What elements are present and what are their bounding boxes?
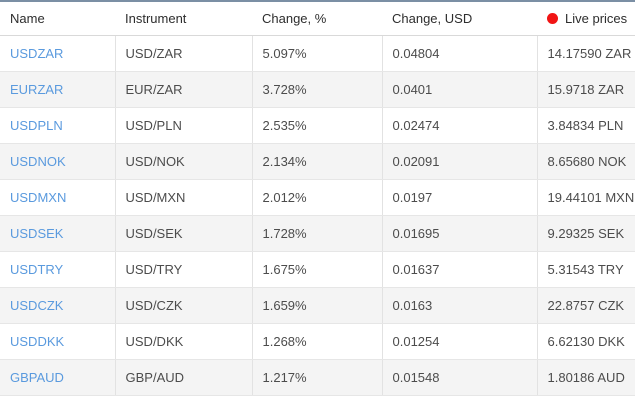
table-row: USDNOK USD/NOK 2.134% 0.02091 8.65680 NOK — [0, 143, 635, 180]
cell-instrument: USD/ZAR — [114, 35, 252, 72]
symbol-link[interactable]: EURZAR — [10, 82, 64, 97]
cell-live-price: 3.84834 PLN — [536, 107, 635, 144]
cell-instrument: USD/DKK — [114, 323, 252, 360]
cell-change-pct: 1.659% — [251, 287, 382, 324]
symbol-link[interactable]: USDDKK — [10, 334, 65, 349]
cell-change-pct: 5.097% — [251, 35, 382, 72]
cell-live-price: 22.8757 CZK — [536, 287, 635, 324]
cell-instrument: USD/CZK — [114, 287, 252, 324]
cell-change-usd: 0.0163 — [381, 287, 537, 324]
cell-instrument: USD/NOK — [114, 143, 252, 180]
cell-change-pct: 1.268% — [251, 323, 382, 360]
cell-change-usd: 0.01548 — [381, 359, 537, 396]
table-row: USDPLN USD/PLN 2.535% 0.02474 3.84834 PLN — [0, 107, 635, 144]
cell-name: USDZAR — [0, 35, 115, 72]
header-row: Name Instrument Change, % Change, USD Li… — [0, 2, 635, 36]
table-row: EURZAR EUR/ZAR 3.728% 0.0401 15.9718 ZAR — [0, 71, 635, 108]
symbol-link[interactable]: GBPAUD — [10, 370, 64, 385]
cell-instrument: USD/PLN — [114, 107, 252, 144]
cell-change-usd: 0.02474 — [381, 107, 537, 144]
cell-change-pct: 1.675% — [251, 251, 382, 288]
table-row: GBPAUD GBP/AUD 1.217% 0.01548 1.80186 AUD — [0, 359, 635, 396]
cell-change-pct: 1.217% — [251, 359, 382, 396]
cell-change-usd: 0.02091 — [381, 143, 537, 180]
table-row: USDCZK USD/CZK 1.659% 0.0163 22.8757 CZK — [0, 287, 635, 324]
cell-instrument: USD/MXN — [114, 179, 252, 216]
cell-change-usd: 0.01254 — [381, 323, 537, 360]
cell-live-price: 9.29325 SEK — [536, 215, 635, 252]
cell-live-price: 6.62130 DKK — [536, 323, 635, 360]
table-row: USDSEK USD/SEK 1.728% 0.01695 9.29325 SEK — [0, 215, 635, 252]
cell-change-pct: 1.728% — [251, 215, 382, 252]
col-header-name: Name — [0, 2, 115, 36]
cell-name: USDCZK — [0, 287, 115, 324]
symbol-link[interactable]: USDMXN — [10, 190, 67, 205]
cell-instrument: EUR/ZAR — [114, 71, 252, 108]
cell-change-usd: 0.0197 — [381, 179, 537, 216]
col-header-change-pct: Change, % — [252, 2, 382, 36]
symbol-link[interactable]: USDCZK — [10, 298, 64, 313]
cell-change-usd: 0.0401 — [381, 71, 537, 108]
cell-name: USDDKK — [0, 323, 115, 360]
cell-name: USDMXN — [0, 179, 115, 216]
symbol-link[interactable]: USDZAR — [10, 46, 64, 61]
live-dot-icon — [547, 13, 558, 24]
cell-live-price: 14.17590 ZAR — [536, 35, 635, 72]
cell-change-pct: 3.728% — [251, 71, 382, 108]
cell-change-usd: 0.01637 — [381, 251, 537, 288]
table-row: USDZAR USD/ZAR 5.097% 0.04804 14.17590 ZAR — [0, 35, 635, 72]
cell-name: USDSEK — [0, 215, 115, 252]
cell-change-usd: 0.04804 — [381, 35, 537, 72]
cell-name: USDPLN — [0, 107, 115, 144]
cell-name: GBPAUD — [0, 359, 115, 396]
symbol-link[interactable]: USDSEK — [10, 226, 64, 241]
table-row: USDTRY USD/TRY 1.675% 0.01637 5.31543 TRY — [0, 251, 635, 288]
cell-live-price: 8.65680 NOK — [536, 143, 635, 180]
cell-change-pct: 2.012% — [251, 179, 382, 216]
cell-instrument: USD/SEK — [114, 215, 252, 252]
cell-live-price: 1.80186 AUD — [536, 359, 635, 396]
col-header-change-usd: Change, USD — [382, 2, 537, 36]
cell-instrument: GBP/AUD — [114, 359, 252, 396]
symbol-link[interactable]: USDTRY — [10, 262, 64, 277]
symbol-link[interactable]: USDPLN — [10, 118, 63, 133]
cell-change-usd: 0.01695 — [381, 215, 537, 252]
cell-name: USDNOK — [0, 143, 115, 180]
cell-live-price: 5.31543 TRY — [536, 251, 635, 288]
col-header-live-prices: Live prices — [537, 2, 635, 36]
col-header-instrument: Instrument — [115, 2, 252, 36]
cell-live-price: 19.44101 MXN — [536, 179, 635, 216]
cell-name: EURZAR — [0, 71, 115, 108]
cell-live-price: 15.9718 ZAR — [536, 71, 635, 108]
live-prices-label: Live prices — [565, 11, 628, 26]
top-accent-line — [0, 0, 635, 2]
cell-change-pct: 2.134% — [251, 143, 382, 180]
cell-instrument: USD/TRY — [114, 251, 252, 288]
cell-name: USDTRY — [0, 251, 115, 288]
table-row: USDMXN USD/MXN 2.012% 0.0197 19.44101 MXN — [0, 179, 635, 216]
cell-change-pct: 2.535% — [251, 107, 382, 144]
table-row: USDDKK USD/DKK 1.268% 0.01254 6.62130 DKK — [0, 323, 635, 360]
price-table-body: USDZAR USD/ZAR 5.097% 0.04804 14.17590 ZAR EU… — [0, 35, 635, 396]
symbol-link[interactable]: USDNOK — [10, 154, 66, 169]
